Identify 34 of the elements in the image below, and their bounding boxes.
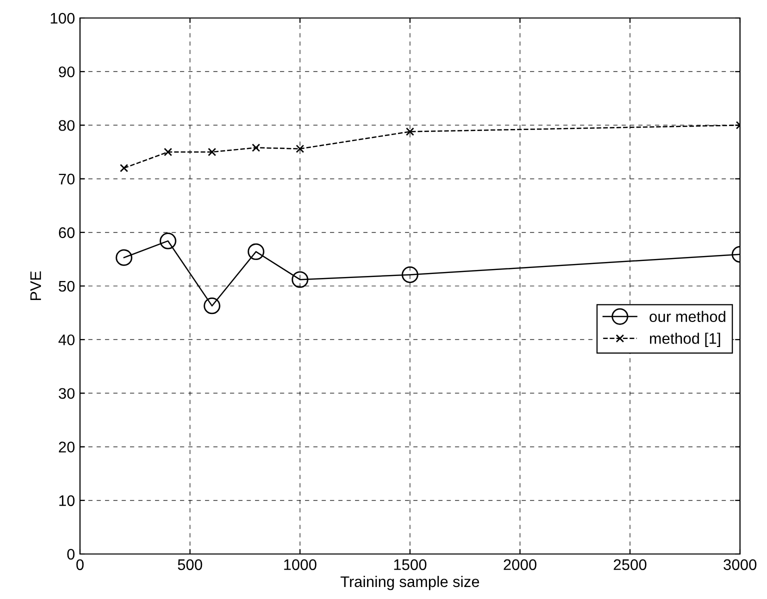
point — [402, 266, 418, 284]
x-axis-title: Training sample size — [340, 576, 480, 590]
point — [116, 249, 132, 266]
point — [406, 127, 414, 136]
point — [296, 144, 304, 153]
y-tick-label: 20 — [58, 442, 75, 452]
point — [292, 271, 308, 288]
x-tick-label: 1500 — [394, 559, 426, 570]
y-tick-label: 60 — [58, 227, 75, 238]
y-tick-label: 50 — [58, 280, 75, 292]
y-tick-label: 70 — [58, 174, 75, 184]
x-tick-label: 0 — [76, 559, 84, 570]
legend-label: method [1] — [650, 332, 720, 347]
y-tick-label: 10 — [59, 495, 75, 506]
point — [248, 243, 264, 260]
point — [120, 164, 128, 172]
x-tick-label: 2500 — [614, 559, 646, 570]
x-tick-label: 2000 — [504, 559, 536, 570]
point — [164, 148, 172, 156]
y-tick-label: 0 — [67, 548, 75, 560]
legend-label: our method — [650, 310, 726, 322]
y-tick-label: 40 — [58, 334, 75, 346]
y-tick-label: 80 — [58, 120, 75, 131]
point — [208, 148, 216, 156]
y-tick-label: 30 — [58, 388, 75, 399]
x-tick-label: 500 — [178, 559, 202, 570]
y-tick-label: 100 — [50, 12, 75, 24]
point — [252, 144, 260, 152]
x-tick-label: 1000 — [284, 559, 316, 570]
y-axis-title: PVE — [30, 271, 41, 300]
x-tick-label: 3000 — [724, 559, 756, 570]
y-tick-label: 90 — [58, 66, 75, 78]
point — [160, 232, 176, 250]
point — [204, 298, 220, 314]
